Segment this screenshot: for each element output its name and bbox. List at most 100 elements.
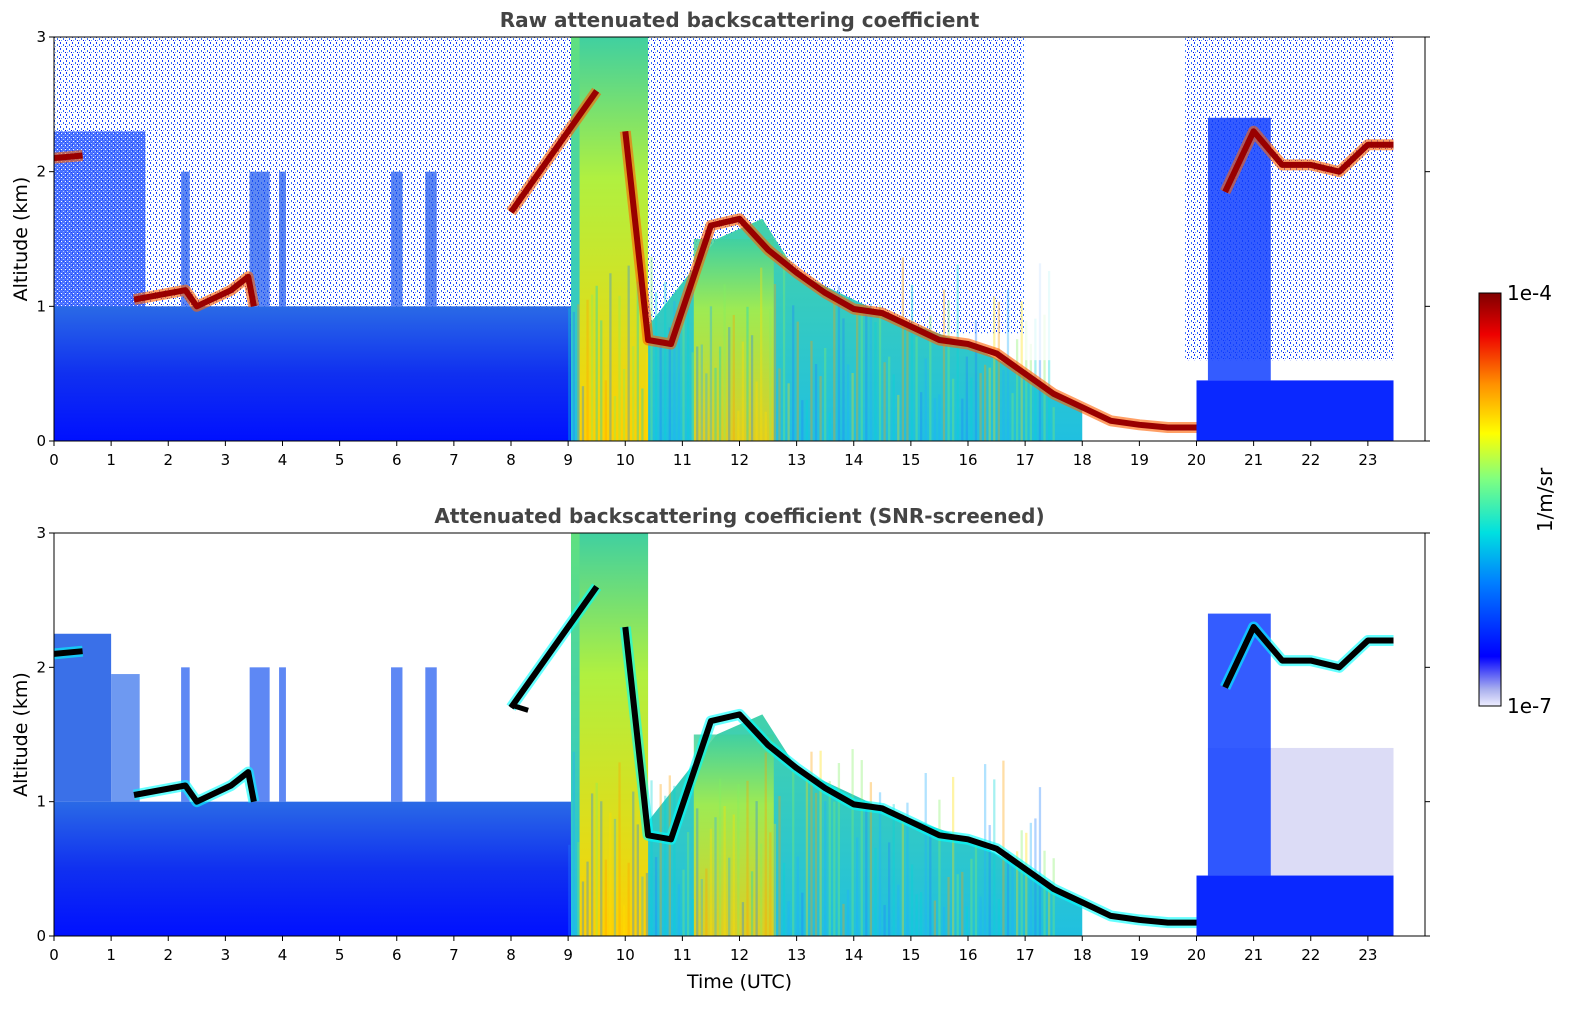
streak [737, 410, 740, 441]
aerosol-plume [249, 171, 270, 307]
streak [572, 311, 575, 441]
streak [750, 335, 754, 441]
streak [792, 771, 795, 936]
streak [851, 749, 854, 936]
streak [828, 412, 831, 441]
streak [842, 903, 845, 936]
streak [878, 304, 882, 441]
streak [970, 377, 973, 441]
cloud-layer [133, 769, 257, 805]
streak [746, 306, 749, 441]
streak [878, 792, 882, 936]
streak [837, 285, 841, 441]
boundary-layer [1196, 380, 1394, 441]
streak [773, 823, 777, 936]
streak [696, 346, 699, 441]
streak [732, 314, 735, 441]
streak [993, 779, 996, 936]
x-tick-label: 4 [278, 451, 288, 469]
y-axis-label: Altitude (km) [10, 672, 32, 797]
x-tick-label: 5 [335, 946, 345, 964]
streak [965, 356, 968, 441]
streak [805, 399, 809, 441]
streak [668, 775, 671, 936]
precipitation-region [693, 239, 774, 441]
streak [686, 301, 690, 441]
streak [664, 795, 667, 936]
streak [682, 302, 685, 441]
streak [1020, 830, 1023, 936]
streak [865, 308, 868, 441]
streak [618, 295, 621, 441]
aerosol-plume [425, 171, 437, 307]
aerosol-plume [391, 667, 403, 802]
streak [942, 907, 946, 936]
streak [1002, 370, 1005, 441]
streak [677, 884, 681, 936]
streak [906, 330, 909, 441]
x-tick-label: 23 [1358, 451, 1377, 469]
noise-region [54, 131, 146, 334]
streak [691, 899, 694, 936]
streak [933, 398, 937, 441]
streak [741, 341, 745, 441]
clear-sky [1025, 37, 1186, 361]
cloud-layer [1222, 624, 1394, 689]
x-tick-label: 17 [1016, 451, 1035, 469]
x-tick-label: 3 [221, 451, 231, 469]
streak [792, 305, 795, 441]
aerosol-plume [279, 171, 286, 307]
streak [901, 813, 905, 936]
y-tick-label: 1 [36, 793, 46, 811]
streak [723, 284, 726, 441]
x-tick-label: 2 [163, 946, 173, 964]
x-axis-label: Time (UTC) [686, 971, 792, 993]
streak [1038, 787, 1042, 936]
streak [700, 879, 703, 936]
no-data-region [1393, 533, 1425, 936]
streak [1052, 407, 1055, 441]
colorbar: 1e-4 1e-7 1/m/sr [1478, 281, 1557, 718]
x-tick-label: 11 [673, 946, 692, 964]
x-tick-label: 20 [1187, 946, 1206, 964]
streak [805, 779, 809, 936]
x-tick-label: 3 [221, 946, 231, 964]
streak [654, 292, 658, 441]
streak [910, 864, 914, 936]
cloud-layer [622, 130, 1197, 431]
streak [586, 861, 589, 936]
panel-screened: Attenuated backscattering coefficient (S… [10, 504, 1430, 993]
streak [819, 750, 822, 936]
streak [787, 901, 790, 936]
streak [869, 303, 873, 441]
x-tick-label: 21 [1244, 451, 1263, 469]
x-tick-label: 15 [901, 451, 920, 469]
streak [604, 380, 607, 441]
streak [952, 378, 955, 441]
streak [860, 305, 863, 441]
streak [920, 892, 923, 936]
streak [865, 807, 868, 936]
streak [947, 300, 950, 441]
streak [773, 284, 777, 441]
x-tick-label: 7 [449, 451, 459, 469]
streak [723, 806, 726, 936]
x-tick-label: 13 [787, 451, 806, 469]
streak [709, 306, 713, 441]
y-tick-label: 3 [36, 524, 46, 542]
streak [897, 884, 900, 936]
streak [929, 831, 932, 936]
streak [632, 346, 635, 441]
streak [833, 801, 836, 936]
streak [801, 892, 804, 936]
streak [586, 299, 589, 441]
streak [622, 905, 626, 936]
streak [686, 832, 690, 936]
streak [1043, 314, 1046, 441]
streak [1011, 393, 1014, 441]
chart-title: Attenuated backscattering coefficient (S… [434, 504, 1044, 528]
streak [961, 871, 964, 936]
streak [1015, 339, 1019, 441]
boundary-layer [54, 306, 571, 441]
streak [764, 411, 767, 441]
